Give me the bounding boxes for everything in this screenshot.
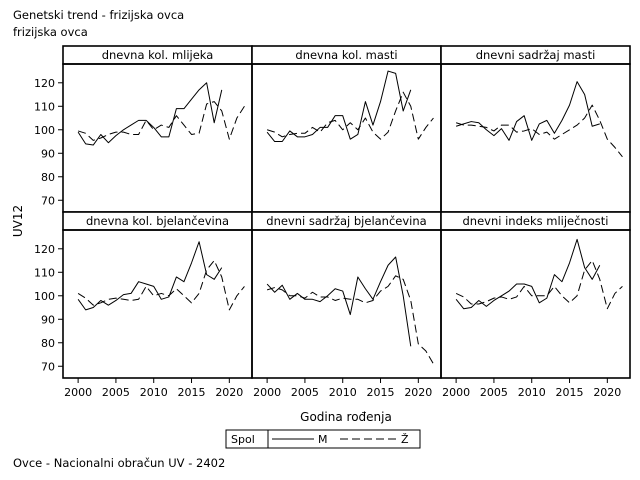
x-tick-label: 2015 (178, 386, 206, 399)
y-tick-label: 100 (34, 290, 55, 303)
panel-title: dnevni sadržaj masti (476, 48, 596, 62)
y-tick-label: 110 (34, 100, 55, 113)
legend: Spol M Ž (225, 429, 421, 449)
y-axis-label: UV12 (11, 205, 25, 237)
legend-box (225, 429, 421, 449)
panel-frame (440, 63, 631, 213)
series-line-z (266, 275, 434, 365)
panel: dnevni sadržaj bjelančevina 2000 2005 2010 2… (251, 211, 442, 399)
legend-title: Spol (231, 433, 255, 446)
x-tick-label: 2015 (556, 386, 584, 399)
panel-title: dnevna kol. mlijeka (102, 48, 214, 62)
x-axis-label: Godina rođenja (300, 410, 392, 424)
panel-title: dnevni indeks mliječnosti (463, 214, 609, 228)
series-line-z (77, 101, 245, 141)
legend-label-m: M (318, 433, 328, 446)
series-line-m (266, 70, 412, 143)
series-line-z (77, 260, 245, 311)
x-tick-label: 2020 (593, 386, 621, 399)
y-tick-label: 70 (41, 194, 55, 207)
panel: dnevni sadržaj masti (440, 45, 631, 213)
series-line-m (455, 81, 600, 141)
panel-title: dnevni sadržaj bjelančevina (266, 214, 426, 228)
x-tick-label: 2010 (140, 386, 168, 399)
legend-label-z: Ž (401, 433, 409, 446)
chart-subtitle: frizijska ovca (13, 25, 88, 39)
x-tick-label: 2000 (253, 386, 281, 399)
panel: dnevna kol. masti (251, 45, 442, 213)
panel-title: dnevna kol. masti (295, 48, 397, 62)
x-tick-label: 2005 (291, 386, 319, 399)
series-line-z (266, 91, 434, 140)
series-line-z (455, 104, 623, 158)
y-tick-label: 120 (34, 77, 55, 90)
x-tick-label: 2005 (102, 386, 130, 399)
y-tick-label: 100 (34, 124, 55, 137)
x-tick-label: 2000 (64, 386, 92, 399)
y-tick-label: 110 (34, 266, 55, 279)
y-tick-label: 80 (41, 171, 55, 184)
x-tick-label: 2010 (518, 386, 546, 399)
y-tick-label: 90 (41, 313, 55, 326)
panel: dnevna kol. bjelančevina 70 80 90 100 110 120 2… (34, 211, 253, 399)
x-tick-label: 2020 (404, 386, 432, 399)
x-tick-label: 2000 (442, 386, 470, 399)
panel: dnevni indeks mliječnosti 2000 2005 2010 201… (440, 211, 631, 399)
series-line-m (77, 241, 223, 311)
x-tick-label: 2015 (367, 386, 395, 399)
y-tick-label: 90 (41, 147, 55, 160)
panel-title: dnevna kol. bjelančevina (86, 214, 229, 228)
panel: dnevna kol. mlijeka 70 80 90 100 110 120 (34, 45, 253, 213)
x-tick-label: 2005 (480, 386, 508, 399)
x-tick-label: 2010 (329, 386, 357, 399)
series-line-m (266, 256, 412, 347)
y-tick-label: 120 (34, 243, 55, 256)
x-tick-label: 2020 (215, 386, 243, 399)
panel-frame (251, 63, 442, 213)
series-line-z (455, 260, 623, 310)
series-line-m (455, 238, 601, 310)
footnote: Ovce - Nacionalni obračun UV - 2402 (13, 456, 226, 470)
y-tick-label: 70 (41, 360, 55, 373)
series-line-m (77, 82, 223, 146)
chart-title: Genetski trend - frizijska ovca (13, 8, 185, 22)
y-tick-label: 80 (41, 337, 55, 350)
panel-frame (440, 229, 631, 379)
